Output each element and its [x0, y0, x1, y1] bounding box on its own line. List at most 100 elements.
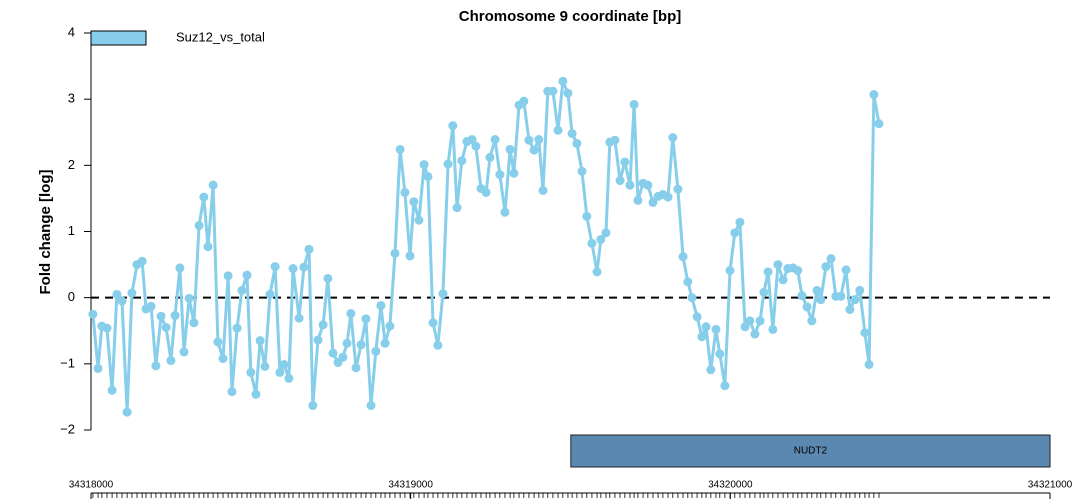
data-point — [778, 275, 788, 285]
data-point — [524, 135, 534, 145]
data-point — [409, 197, 419, 207]
x-tick-label: 34319000 — [388, 480, 433, 491]
y-tick-label: 0 — [68, 289, 75, 304]
data-point — [816, 295, 826, 305]
data-point — [763, 267, 773, 277]
data-point — [725, 266, 735, 276]
data-point — [161, 322, 171, 332]
y-tick-label: 2 — [68, 157, 75, 172]
chart-title: Chromosome 9 coordinate [bp] — [459, 8, 682, 25]
data-point — [807, 316, 817, 326]
data-point — [711, 324, 721, 334]
data-point — [706, 365, 716, 375]
data-point — [592, 267, 602, 277]
data-point — [338, 352, 348, 362]
data-point — [864, 359, 874, 369]
data-point — [361, 314, 371, 324]
data-point — [793, 266, 803, 276]
data-point — [720, 381, 730, 391]
data-point — [93, 363, 103, 373]
data-point — [279, 359, 289, 369]
data-point — [663, 192, 673, 202]
data-point — [275, 367, 285, 377]
data-point — [874, 119, 884, 129]
data-point — [294, 313, 304, 323]
data-point — [860, 328, 870, 338]
data-point — [596, 234, 606, 244]
data-point — [346, 309, 356, 319]
data-point — [313, 335, 323, 345]
data-point — [673, 184, 683, 194]
data-point — [773, 260, 783, 270]
data-point — [759, 287, 769, 297]
data-point — [553, 125, 563, 135]
data-point — [199, 192, 209, 202]
data-point — [601, 228, 611, 238]
data-point — [812, 285, 822, 295]
data-point — [735, 217, 745, 227]
data-point — [826, 254, 836, 264]
data-point — [328, 348, 338, 358]
data-point — [400, 187, 410, 197]
data-point — [288, 264, 298, 274]
data-point — [419, 160, 429, 170]
x-tick-label: 34320000 — [708, 480, 753, 491]
data-point — [692, 312, 702, 322]
data-point — [218, 354, 228, 364]
data-point — [629, 99, 639, 109]
data-point — [836, 291, 846, 301]
data-point — [495, 170, 505, 180]
data-point — [697, 332, 707, 342]
data-point — [170, 311, 180, 321]
data-point — [529, 145, 539, 155]
data-point — [194, 221, 204, 231]
data-point — [223, 271, 233, 281]
data-point — [189, 318, 199, 328]
data-point — [304, 244, 314, 254]
data-point — [414, 215, 424, 225]
data-point — [156, 311, 166, 321]
data-point — [509, 168, 519, 178]
data-point — [558, 76, 568, 86]
data-point — [587, 238, 597, 248]
data-point — [467, 135, 477, 145]
data-point — [850, 295, 860, 305]
data-point — [538, 185, 548, 195]
data-point — [227, 387, 237, 397]
data-point — [755, 316, 765, 326]
data-point — [390, 248, 400, 258]
data-point — [610, 135, 620, 145]
data-point — [500, 207, 510, 217]
data-point — [750, 329, 760, 339]
data-point — [730, 228, 740, 238]
data-point — [433, 340, 443, 350]
data-point — [380, 338, 390, 348]
data-point — [395, 144, 405, 154]
data-point — [563, 88, 573, 98]
data-point — [137, 256, 147, 266]
data-point — [102, 323, 112, 333]
data-point — [855, 285, 865, 295]
data-point — [768, 324, 778, 334]
data-point — [213, 337, 223, 347]
data-point — [127, 288, 137, 298]
data-point — [668, 133, 678, 143]
y-tick-label: −2 — [60, 421, 75, 436]
data-point — [485, 152, 495, 162]
data-point — [117, 296, 127, 306]
data-point — [457, 156, 467, 166]
data-point — [255, 336, 265, 346]
data-point — [184, 293, 194, 303]
data-point — [318, 320, 328, 330]
data-point — [625, 180, 635, 190]
data-point — [356, 340, 366, 350]
y-tick-label: 1 — [68, 223, 75, 238]
data-point — [260, 361, 270, 371]
data-point — [490, 135, 500, 145]
y-axis-label: Fold change [log] — [37, 170, 54, 295]
data-point — [452, 203, 462, 213]
data-point — [841, 265, 851, 275]
data-point — [175, 263, 185, 273]
data-point — [471, 141, 481, 151]
data-point — [351, 363, 361, 373]
